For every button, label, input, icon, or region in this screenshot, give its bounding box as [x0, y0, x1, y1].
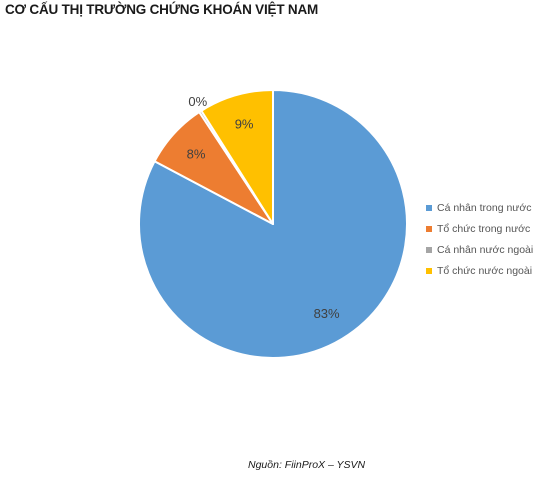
data-label: 9%	[235, 117, 254, 132]
legend-swatch	[426, 267, 432, 274]
legend-label: Tổ chức trong nước	[437, 222, 531, 235]
legend-item-ca-nhan-trong-nuoc: Cá nhân trong nước	[426, 197, 533, 218]
data-label: 8%	[187, 147, 206, 162]
pie-slice	[138, 89, 408, 359]
data-label: 83%	[314, 306, 340, 321]
legend-swatch	[426, 204, 432, 211]
source-note: Nguồn: FiinProX – YSVN	[248, 459, 366, 471]
legend-label: Tổ chức nước ngoài	[437, 264, 533, 277]
pie-slice	[200, 89, 274, 225]
legend-label: Cá nhân trong nước	[437, 201, 532, 214]
legend: Cá nhân trong nước Tổ chức trong nước Cá…	[426, 197, 533, 281]
legend-item-to-chuc-nuoc-ngoai: Tổ chức nước ngoài	[426, 260, 533, 281]
data-label: 0%	[188, 94, 207, 109]
legend-swatch	[426, 225, 432, 232]
legend-item-to-chuc-trong-nuoc: Tổ chức trong nước	[426, 218, 533, 239]
legend-label: Cá nhân nước ngoài	[437, 243, 534, 256]
chart-title: CƠ CẤU THỊ TRƯỜNG CHỨNG KHOÁN VIỆT NAM	[5, 2, 319, 17]
legend-swatch	[426, 246, 432, 253]
legend-item-ca-nhan-nuoc-ngoai: Cá nhân nước ngoài	[426, 239, 533, 260]
